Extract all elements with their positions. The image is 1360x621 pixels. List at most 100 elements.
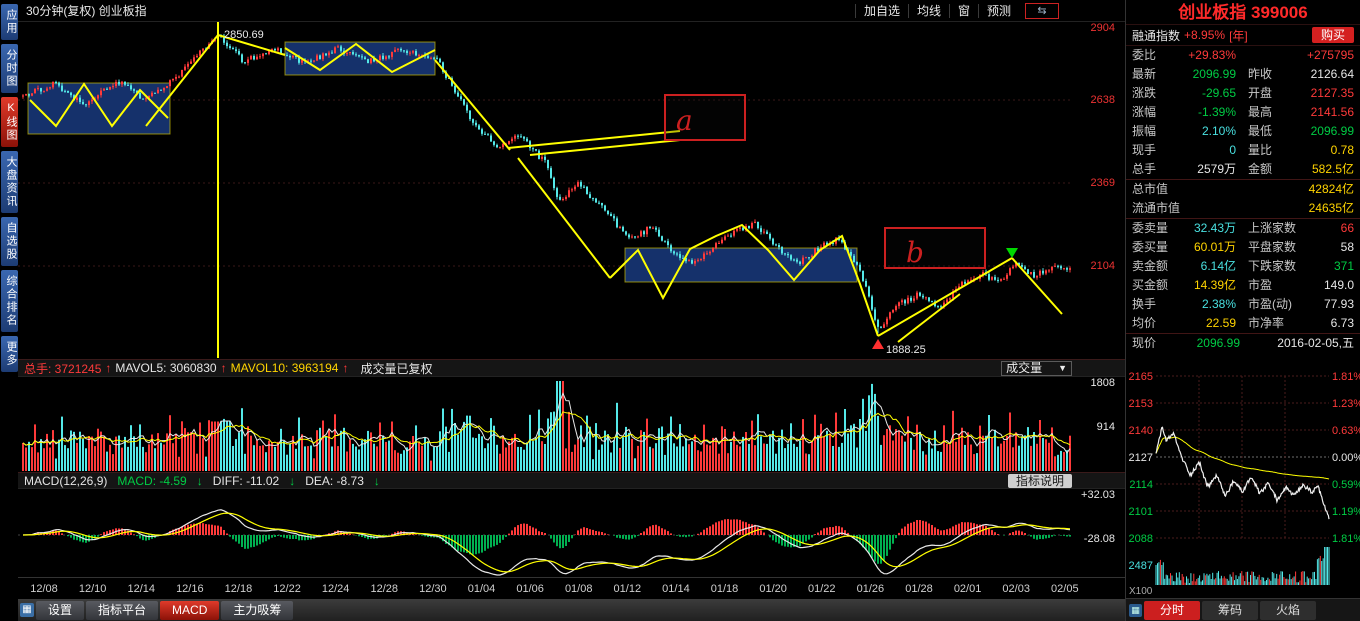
grid-icon[interactable]: ▦ bbox=[20, 603, 34, 617]
quote-value: -29.65 bbox=[1201, 86, 1236, 100]
date-label: 01/08 bbox=[564, 582, 593, 595]
mini-grid bbox=[1156, 375, 1329, 539]
mini-axis-label: 2088 bbox=[1129, 533, 1153, 545]
sidebar-item-intraday[interactable]: 分时图 bbox=[1, 44, 18, 93]
date-label: 01/18 bbox=[710, 582, 739, 595]
mini-pct-label: 1.81% bbox=[1332, 371, 1360, 383]
quote-value: 2096.99 bbox=[1192, 67, 1236, 81]
date-label: 01/14 bbox=[662, 582, 690, 595]
quote-value: 2579万 bbox=[1197, 162, 1236, 176]
left-sidebar: 应用 分时图 K线图 大盘资讯 自选股 综合排名 更多 bbox=[0, 0, 18, 621]
date-label: 01/12 bbox=[613, 582, 642, 595]
quote-value: 371 bbox=[1333, 259, 1354, 273]
quote-label: 下跌家数 bbox=[1248, 259, 1297, 273]
forecast-button[interactable]: 预测 bbox=[977, 3, 1019, 18]
mini-pct-label: 1.23% bbox=[1332, 398, 1360, 410]
date-label: 12/30 bbox=[419, 582, 447, 595]
mini-axis-label: 2153 bbox=[1129, 398, 1153, 410]
add-watchlist-button[interactable]: 加自选 bbox=[854, 3, 908, 18]
pattern-boxes bbox=[27, 41, 858, 283]
volume-adjusted-note: 成交量已复权 bbox=[360, 361, 433, 376]
date-label: 01/20 bbox=[759, 582, 787, 595]
quote-label: 现价 bbox=[1132, 336, 1157, 350]
tab-indicator-platform[interactable]: 指标平台 bbox=[86, 600, 159, 620]
quote-value: 22.59 bbox=[1205, 316, 1236, 330]
market-cap-row: 总市值 42824亿 bbox=[1126, 180, 1360, 199]
mavol5-label: MAVOL5: 3060830 bbox=[115, 361, 217, 375]
quote-row: 总手 2579万 金额 582.5亿 bbox=[1126, 160, 1360, 179]
mini-axis-label: 2114 bbox=[1129, 479, 1153, 491]
indicator-help-button[interactable]: 指标说明 bbox=[1007, 474, 1072, 488]
price-axis-label: 2104 bbox=[1090, 260, 1115, 272]
sidebar-item-kline[interactable]: K线图 bbox=[1, 97, 18, 147]
sell-signal-arrow-icon bbox=[1006, 248, 1018, 258]
sidebar-item-more[interactable]: 更多 bbox=[1, 336, 18, 372]
quote-value: 42824亿 bbox=[1308, 182, 1354, 196]
quote-value: 2141.56 bbox=[1310, 105, 1354, 119]
quote-row: 委比 +29.83% +275795 bbox=[1126, 46, 1360, 65]
total-volume-label: 总手: 3721245 bbox=[24, 361, 102, 376]
trend-lines bbox=[29, 22, 1063, 358]
tab-flame[interactable]: 火焰 bbox=[1260, 600, 1317, 620]
tab-main-force[interactable]: 主力吸筹 bbox=[221, 600, 294, 620]
date-label: 12/10 bbox=[78, 582, 107, 595]
quote-label: 涨跌 bbox=[1132, 86, 1157, 100]
quote-label: 委比 bbox=[1132, 48, 1157, 62]
quote-label: 市净率 bbox=[1248, 316, 1285, 330]
window-button[interactable]: 窗 bbox=[948, 3, 978, 18]
date-label: 02/01 bbox=[953, 582, 982, 595]
mini-pct-label: 0.00% bbox=[1332, 452, 1360, 464]
divider bbox=[1126, 179, 1360, 180]
quote-label: 总手 bbox=[1132, 162, 1157, 176]
quote-value: 2096.99 bbox=[1310, 124, 1354, 138]
tab-chips[interactable]: 筹码 bbox=[1202, 600, 1259, 620]
collapse-panel-icon[interactable]: ⇆ bbox=[1025, 2, 1059, 19]
rongtong-value: +8.95% bbox=[1184, 28, 1226, 42]
quote-row: 换手 2.38% 市盈(动) 77.93 bbox=[1126, 295, 1360, 314]
sidebar-item-apps[interactable]: 应用 bbox=[1, 4, 18, 40]
quote-row: 委卖量 32.43万 上涨家数 66 bbox=[1126, 219, 1360, 238]
mavol10-label: MAVOL10: 3963194 bbox=[230, 361, 339, 375]
quote-row: 均价 22.59 市净率 6.73 bbox=[1126, 314, 1360, 333]
buy-button[interactable]: 购买 bbox=[1311, 27, 1354, 43]
grid-icon[interactable]: ▦ bbox=[1129, 603, 1142, 617]
tab-intraday[interactable]: 分时 bbox=[1144, 600, 1201, 620]
quote-value: 58 bbox=[1340, 240, 1354, 254]
volume-indicator-select[interactable]: 成交量 ▼ bbox=[1001, 361, 1072, 376]
tab-settings[interactable]: 设置 bbox=[36, 600, 85, 620]
macd-axis-top: +32.03 bbox=[1081, 489, 1115, 501]
sidebar-item-watchlist[interactable]: 自选股 bbox=[1, 217, 18, 266]
low-price-label: 1888.25 bbox=[886, 344, 926, 356]
quote-value: 0 bbox=[1229, 143, 1236, 157]
quote-value: 2.38% bbox=[1201, 297, 1236, 311]
index-title: 创业板指 399006 bbox=[1178, 3, 1308, 22]
quote-label: 换手 bbox=[1132, 297, 1157, 311]
moving-average-button[interactable]: 均线 bbox=[907, 3, 949, 18]
quote-row: 涨幅 -1.39% 最高 2141.56 bbox=[1126, 103, 1360, 122]
quote-row: 卖金额 6.14亿 下跌家数 371 bbox=[1126, 257, 1360, 276]
mini-axis-label: 2127 bbox=[1129, 452, 1153, 464]
quote-value: 6.14亿 bbox=[1200, 259, 1236, 273]
down-arrow-icon: ↓ bbox=[373, 473, 380, 488]
svg-text:b: b bbox=[906, 236, 924, 269]
annotation-a: a bbox=[664, 94, 746, 141]
mini-pct-label: 0.63% bbox=[1332, 425, 1360, 437]
quote-label: 最新 bbox=[1132, 67, 1157, 81]
rongtong-unit: [年] bbox=[1229, 28, 1248, 43]
quote-label: 最高 bbox=[1248, 105, 1273, 119]
quote-value: +275795 bbox=[1306, 48, 1354, 62]
quote-value: 149.0 bbox=[1323, 278, 1354, 292]
mini-axis-label: 2165 bbox=[1129, 371, 1153, 383]
date-label: 02/05 bbox=[1051, 582, 1079, 595]
quote-value: 2.10% bbox=[1201, 124, 1236, 138]
sidebar-item-ranking[interactable]: 综合排名 bbox=[1, 270, 18, 332]
quote-value: 77.93 bbox=[1323, 297, 1354, 311]
volume-select-value: 成交量 bbox=[1006, 361, 1043, 375]
macd-svg bbox=[18, 509, 1072, 576]
tab-macd[interactable]: MACD bbox=[160, 600, 220, 620]
mini-axis-label: 2101 bbox=[1129, 506, 1153, 518]
sidebar-item-market-news[interactable]: 大盘资讯 bbox=[1, 151, 18, 213]
diff-value: DIFF: -11.02 bbox=[212, 473, 280, 488]
quote-value: 6.73 bbox=[1330, 316, 1354, 330]
